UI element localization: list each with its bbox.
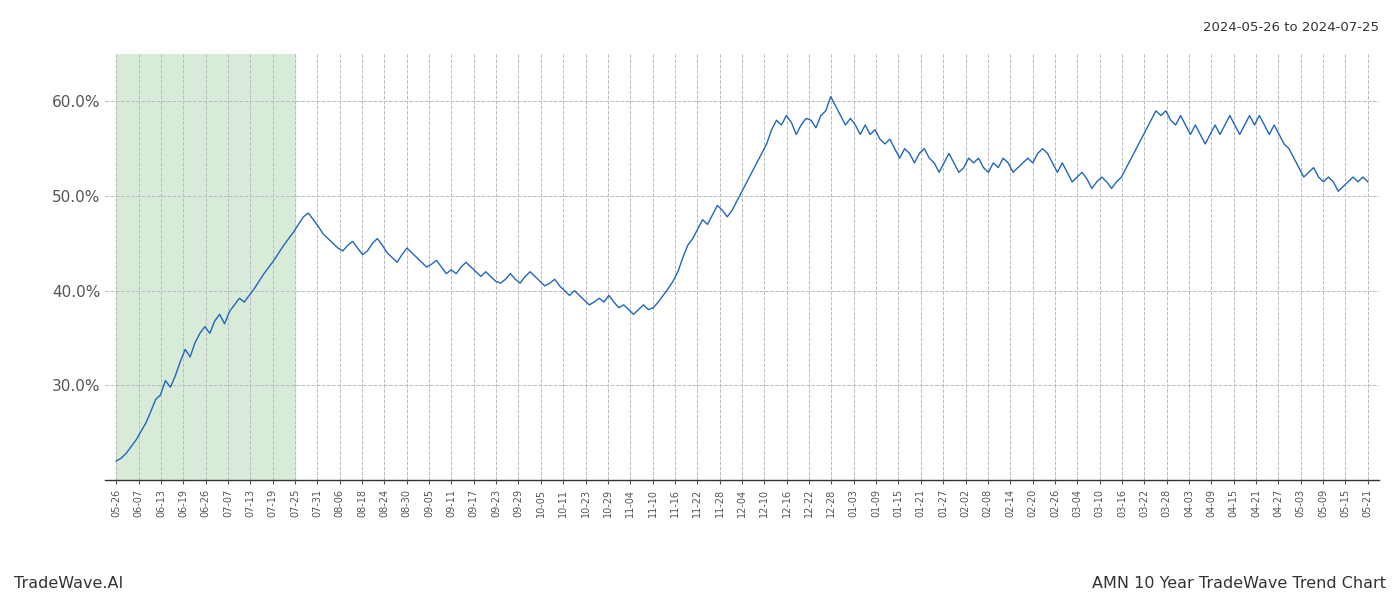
Text: TradeWave.AI: TradeWave.AI <box>14 576 123 591</box>
Text: 2024-05-26 to 2024-07-25: 2024-05-26 to 2024-07-25 <box>1203 21 1379 34</box>
Text: AMN 10 Year TradeWave Trend Chart: AMN 10 Year TradeWave Trend Chart <box>1092 576 1386 591</box>
Bar <box>116 54 295 480</box>
